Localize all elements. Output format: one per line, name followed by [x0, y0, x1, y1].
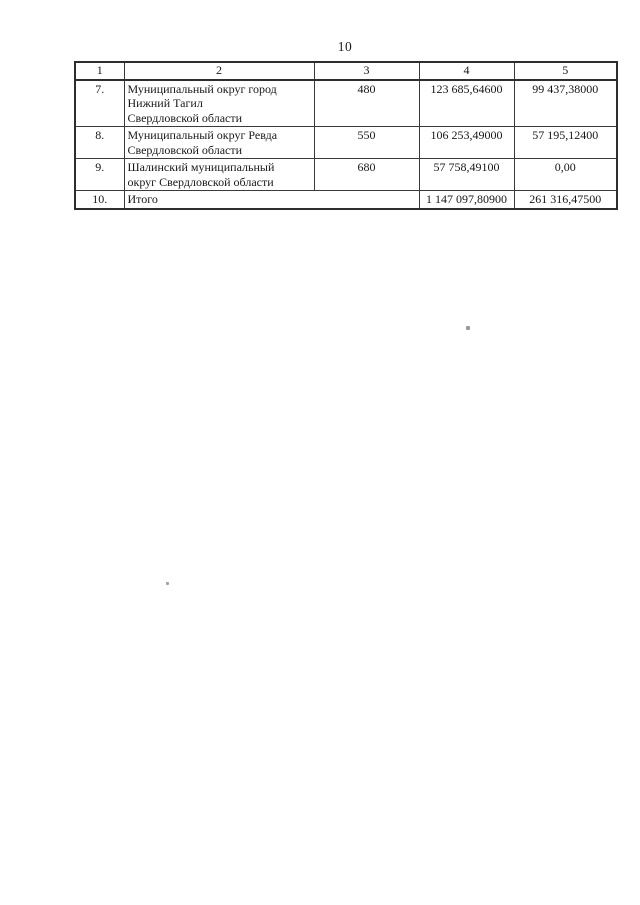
- table-header-row: 1 2 3 4 5: [74, 61, 618, 81]
- amount-cell-5: 0,00: [513, 158, 618, 191]
- row-number-cell: 9.: [74, 158, 125, 191]
- row-number-cell: 10.: [74, 190, 125, 209]
- amount-cell-4: 1 147 097,80900: [418, 190, 515, 209]
- header-cell-3: 3: [313, 61, 420, 81]
- municipality-name-cell: Муниципальный округ Ревда Свердловской о…: [123, 126, 315, 159]
- header-cell-2: 2: [123, 61, 315, 81]
- scan-speck: [166, 582, 169, 585]
- amount-cell-5: 99 437,38000: [513, 79, 618, 127]
- code-cell: 550: [313, 126, 420, 159]
- amount-cell-5: 57 195,12400: [513, 126, 618, 159]
- page-number: 10: [337, 39, 353, 54]
- municipality-name-cell: Шалинский муниципальный округ Свердловск…: [123, 158, 315, 191]
- table-row: 9. Шалинский муниципальный округ Свердло…: [74, 158, 618, 191]
- code-cell: 480: [313, 79, 420, 127]
- data-table: 1 2 3 4 5 7. Муниципальный округ город Н…: [74, 61, 618, 210]
- header-cell-1: 1: [74, 61, 125, 81]
- code-cell: 680: [313, 158, 420, 191]
- row-number-cell: 8.: [74, 126, 125, 159]
- total-label-cell: Итого: [123, 190, 420, 209]
- header-cell-4: 4: [418, 61, 515, 81]
- amount-cell-4: 123 685,64600: [418, 79, 515, 127]
- table-row: 8. Муниципальный округ Ревда Свердловско…: [74, 126, 618, 159]
- amount-cell-4: 57 758,49100: [418, 158, 515, 191]
- scan-speck: [466, 326, 470, 330]
- municipality-name-cell: Муниципальный округ город Нижний Тагил С…: [123, 79, 315, 127]
- total-row: 10. Итого 1 147 097,80900 261 316,47500: [74, 190, 618, 209]
- table-row: 7. Муниципальный округ город Нижний Таги…: [74, 79, 618, 127]
- header-cell-5: 5: [513, 61, 618, 81]
- row-number-cell: 7.: [74, 79, 125, 127]
- amount-cell-5: 261 316,47500: [513, 190, 618, 209]
- amount-cell-4: 106 253,49000: [418, 126, 515, 159]
